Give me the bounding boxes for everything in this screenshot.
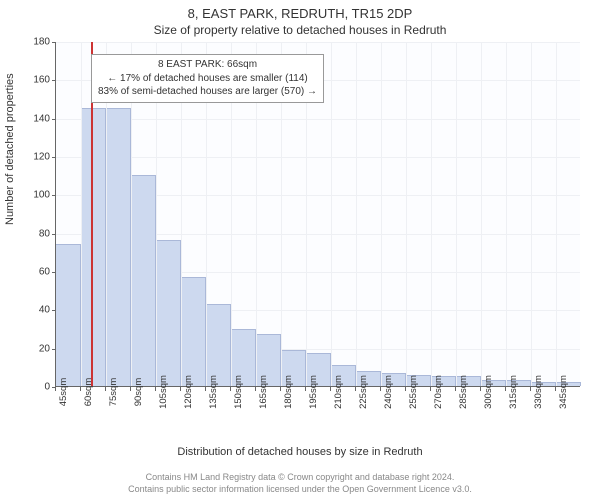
footer-licence: Contains public sector information licen… (0, 484, 600, 494)
x-tick-label: 300sqm (483, 375, 494, 409)
x-tick-label: 285sqm (458, 375, 469, 409)
x-tick-label: 60sqm (83, 378, 94, 407)
x-tick-label: 135sqm (208, 375, 219, 409)
x-tick-label: 195sqm (308, 375, 319, 409)
y-tick-label: 140 (20, 113, 50, 124)
x-tick-label: 150sqm (233, 375, 244, 409)
y-tick-label: 0 (20, 382, 50, 393)
annotation-line: ← 17% of detached houses are smaller (11… (98, 72, 317, 86)
x-tick-label: 75sqm (108, 378, 119, 407)
y-tick-label: 180 (20, 37, 50, 48)
histogram-bar (206, 304, 231, 386)
x-tick-label: 315sqm (508, 375, 519, 409)
y-tick-label: 20 (20, 343, 50, 354)
histogram-bar (81, 108, 106, 386)
x-tick-label: 45sqm (58, 378, 69, 407)
annotation-line: 8 EAST PARK: 66sqm (98, 58, 317, 72)
histogram-bar (131, 175, 156, 386)
x-tick-label: 165sqm (258, 375, 269, 409)
x-tick-label: 345sqm (558, 375, 569, 409)
x-tick-label: 270sqm (433, 375, 444, 409)
x-axis-label: Distribution of detached houses by size … (0, 446, 600, 458)
gridline-h (56, 119, 580, 120)
footer-copyright: Contains HM Land Registry data © Crown c… (0, 472, 600, 482)
y-axis-label: Number of detached properties (4, 73, 16, 225)
x-tick-label: 255sqm (408, 375, 419, 409)
x-tick-label: 105sqm (158, 375, 169, 409)
gridline-h (56, 157, 580, 158)
histogram-bar (181, 277, 206, 386)
annotation-box: 8 EAST PARK: 66sqm← 17% of detached hous… (91, 54, 324, 103)
y-tick-label: 120 (20, 152, 50, 163)
y-tick-label: 160 (20, 75, 50, 86)
x-tick-label: 120sqm (183, 375, 194, 409)
gridline-h (56, 42, 580, 43)
chart-title: 8, EAST PARK, REDRUTH, TR15 2DP (0, 0, 600, 21)
y-tick-label: 40 (20, 305, 50, 316)
plot-area: 8 EAST PARK: 66sqm← 17% of detached hous… (55, 42, 580, 387)
y-tick-label: 80 (20, 228, 50, 239)
chart-subtitle: Size of property relative to detached ho… (0, 21, 600, 37)
annotation-line: 83% of semi-detached houses are larger (… (98, 85, 317, 99)
x-tick-label: 225sqm (358, 375, 369, 409)
histogram-bar (56, 244, 81, 386)
x-tick-label: 210sqm (333, 375, 344, 409)
y-tick-label: 100 (20, 190, 50, 201)
x-tick-label: 180sqm (283, 375, 294, 409)
x-tick-label: 90sqm (133, 378, 144, 407)
x-tick-label: 240sqm (383, 375, 394, 409)
histogram-bar (106, 108, 131, 386)
histogram-bar (156, 240, 181, 386)
x-tick-label: 330sqm (533, 375, 544, 409)
y-tick-label: 60 (20, 267, 50, 278)
